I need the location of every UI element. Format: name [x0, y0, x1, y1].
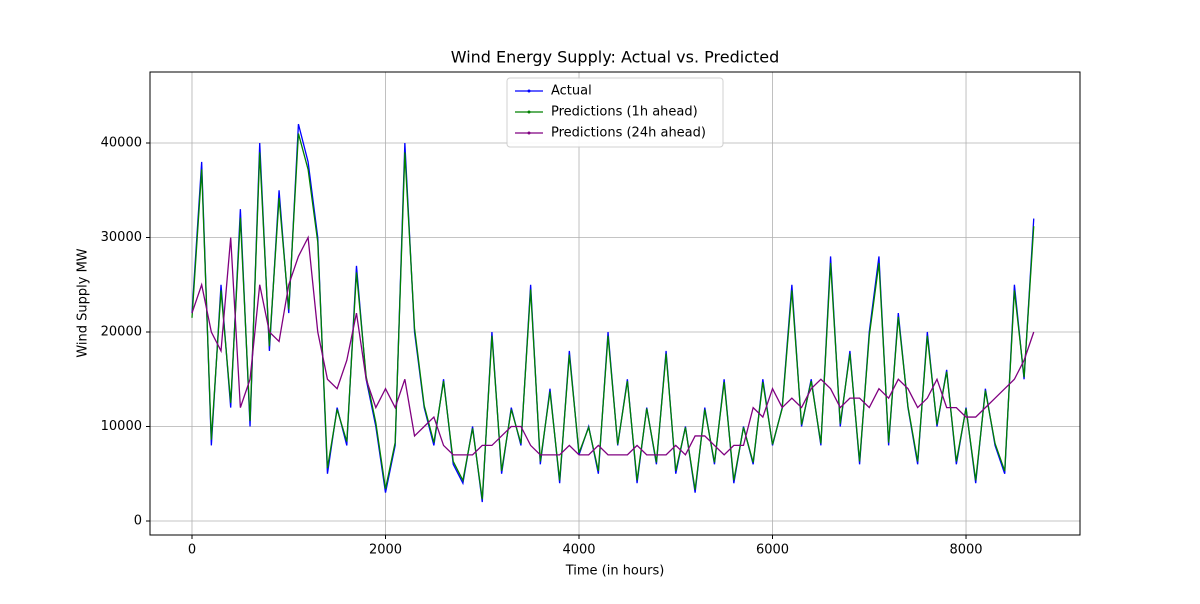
y-tick-label: 10000 [101, 419, 142, 434]
y-axis-label: Wind Supply MW [76, 248, 91, 357]
series-line [191, 133, 1035, 500]
y-tick-label: 30000 [101, 230, 142, 245]
legend-marker [527, 110, 531, 114]
y-tick-label: 0 [134, 514, 142, 529]
legend-marker [527, 131, 531, 135]
legend-marker [527, 89, 531, 93]
x-tick-label: 2000 [369, 543, 402, 558]
y-tick-label: 40000 [101, 135, 142, 150]
x-tick-label: 8000 [949, 543, 982, 558]
series-line [191, 123, 1035, 503]
legend-label: Predictions (24h ahead) [551, 126, 706, 141]
chart-title: Wind Energy Supply: Actual vs. Predicted [451, 48, 780, 67]
legend-box [506, 77, 724, 148]
series-line [191, 235, 1035, 456]
plot-frame [149, 71, 1081, 536]
x-tick-label: 4000 [562, 543, 595, 558]
x-tick-label: 6000 [756, 543, 789, 558]
x-axis-label: Time (in hours) [565, 564, 665, 579]
legend-label: Actual [551, 84, 592, 99]
y-tick-label: 20000 [101, 325, 142, 340]
legend-label: Predictions (1h ahead) [551, 105, 698, 120]
x-tick-label: 0 [188, 543, 196, 558]
